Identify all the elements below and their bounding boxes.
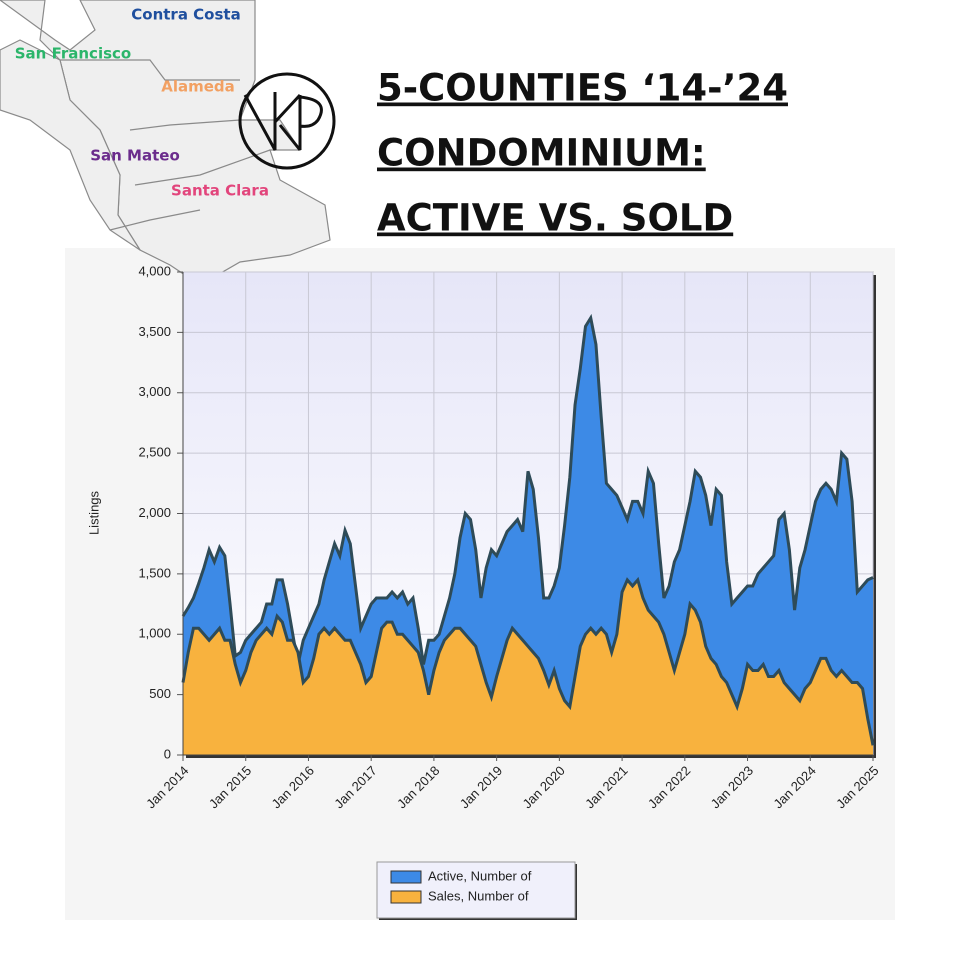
title-line: CONDOMINIUM:	[377, 132, 706, 175]
legend-label: Sales, Number of	[428, 888, 529, 903]
title-line: ACTIVE VS. SOLD	[377, 197, 733, 240]
y-tick-label: 3,500	[138, 324, 171, 339]
legend-swatch	[390, 870, 422, 884]
y-tick-label: 2,000	[138, 505, 171, 520]
county-label: Contra Costa	[131, 6, 240, 24]
y-tick-label: 500	[149, 686, 171, 701]
y-tick-label: 1,500	[138, 565, 171, 580]
y-tick-label: 3,000	[138, 384, 171, 399]
county-label: San Mateo	[90, 147, 180, 165]
county-label: Santa Clara	[171, 182, 269, 200]
logo	[238, 72, 336, 170]
title-line: 5-COUNTIES ‘14-’24	[377, 67, 788, 110]
county-label: San Francisco	[15, 45, 131, 63]
y-tick-label: 4,000	[138, 263, 171, 278]
legend-swatch	[390, 890, 422, 904]
county-label: Alameda	[161, 78, 235, 96]
area-outline	[181, 576, 875, 746]
y-axis-label: Listings	[86, 490, 101, 535]
y-tick-label: 1,000	[138, 626, 171, 641]
y-tick-label: 0	[164, 746, 171, 761]
map	[0, 0, 331, 286]
y-tick-label: 2,500	[138, 445, 171, 460]
legend-label: Active, Number of	[428, 868, 532, 883]
